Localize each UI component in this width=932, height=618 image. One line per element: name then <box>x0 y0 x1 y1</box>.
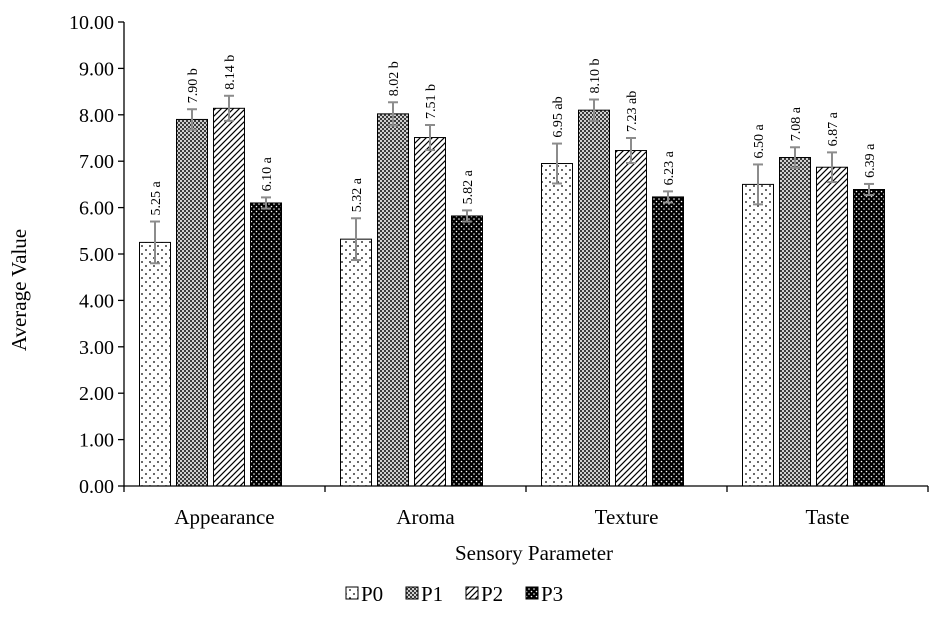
bar-p3-texture <box>652 196 684 487</box>
x-category-label: Texture <box>595 505 659 529</box>
y-tick-label: 7.00 <box>79 151 114 173</box>
bar-p1-taste <box>779 156 811 487</box>
data-label: 7.08 a <box>789 106 804 141</box>
bar-p3-aroma <box>451 215 483 487</box>
data-label: 8.02 b <box>387 61 402 96</box>
bar-p1-aroma <box>377 113 409 487</box>
x-category-label: Aroma <box>396 505 455 529</box>
data-label: 6.50 a <box>752 123 767 158</box>
bar-p1-texture <box>578 109 610 487</box>
y-tick-label: 0.00 <box>79 476 114 498</box>
bar-p0-texture <box>541 163 573 487</box>
data-label: 6.23 a <box>662 150 677 185</box>
data-label: 6.95 ab <box>551 96 566 137</box>
data-label: 6.87 a <box>826 111 841 146</box>
y-tick-label: 9.00 <box>79 58 114 80</box>
y-tick-label: 2.00 <box>79 383 114 405</box>
y-tick-label: 10.00 <box>69 12 114 34</box>
y-axis-title: Average Value <box>7 229 31 351</box>
data-label: 5.25 a <box>149 181 164 216</box>
x-category-label: Appearance <box>174 505 274 529</box>
data-label: 7.23 ab <box>625 91 640 132</box>
x-axis-title: Sensory Parameter <box>455 541 613 565</box>
legend-swatch-p3 <box>525 586 539 600</box>
data-label: 7.51 b <box>424 84 439 119</box>
bar-p0-taste <box>742 183 774 487</box>
bar-p2-appearance <box>213 107 245 487</box>
data-label: 6.39 a <box>863 143 878 178</box>
data-label: 8.10 b <box>588 58 603 93</box>
y-tick-label: 5.00 <box>79 244 114 266</box>
bar-p2-aroma <box>414 137 446 487</box>
data-label: 7.90 b <box>186 68 201 103</box>
y-tick-label: 4.00 <box>79 290 114 312</box>
y-tick-label: 3.00 <box>79 337 114 359</box>
legend-label-p1: P1 <box>421 582 443 606</box>
legend-swatch-p1 <box>405 586 419 600</box>
legend-label-p2: P2 <box>481 582 503 606</box>
bar-p2-texture <box>615 150 647 487</box>
bar-p0-appearance <box>139 241 171 487</box>
bar-p3-appearance <box>250 202 282 487</box>
bar-p2-taste <box>816 166 848 487</box>
bar-p3-taste <box>853 189 885 487</box>
bar-p0-aroma <box>340 238 372 487</box>
y-tick-label: 6.00 <box>79 198 114 220</box>
legend-swatch-p0 <box>345 586 359 600</box>
x-category-label: Taste <box>805 505 849 529</box>
y-tick-label: 8.00 <box>79 105 114 127</box>
data-label: 6.10 a <box>260 156 275 191</box>
legend: P0 P1 P2 P3 <box>345 582 563 606</box>
bar-p1-appearance <box>176 118 208 487</box>
legend-label-p3: P3 <box>541 582 563 606</box>
data-label: 8.14 b <box>223 55 238 90</box>
legend-swatch-p2 <box>465 586 479 600</box>
legend-label-p0: P0 <box>361 582 383 606</box>
data-label: 5.32 a <box>350 177 365 212</box>
data-label: 5.82 a <box>461 169 476 204</box>
y-tick-label: 1.00 <box>79 430 114 452</box>
